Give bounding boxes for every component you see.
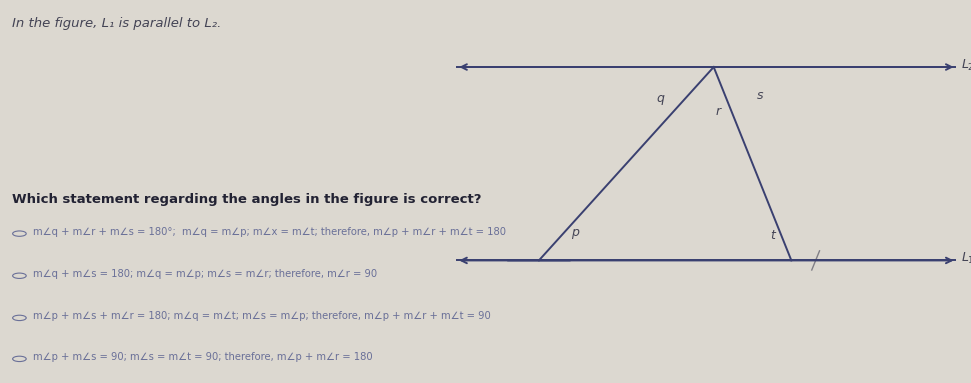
Text: m∠q + m∠s = 180; m∠q = m∠p; m∠s = m∠r; therefore, m∠r = 90: m∠q + m∠s = 180; m∠q = m∠p; m∠s = m∠r; t…: [33, 269, 377, 279]
Text: $q$: $q$: [655, 93, 665, 106]
Text: $L_2$: $L_2$: [961, 57, 971, 73]
Text: m∠p + m∠s + m∠r = 180; m∠q = m∠t; m∠s = m∠p; therefore, m∠p + m∠r + m∠t = 90: m∠p + m∠s + m∠r = 180; m∠q = m∠t; m∠s = …: [33, 311, 490, 321]
Text: $L_1$: $L_1$: [961, 251, 971, 266]
Text: In the figure, L₁ is parallel to L₂.: In the figure, L₁ is parallel to L₂.: [12, 17, 221, 30]
Text: $p$: $p$: [571, 227, 581, 241]
Text: m∠p + m∠s = 90; m∠s = m∠t = 90; therefore, m∠p + m∠r = 180: m∠p + m∠s = 90; m∠s = m∠t = 90; therefor…: [33, 352, 373, 362]
Text: $r$: $r$: [715, 105, 722, 118]
Text: $t$: $t$: [770, 229, 778, 242]
Text: $s$: $s$: [756, 89, 764, 102]
Text: Which statement regarding the angles in the figure is correct?: Which statement regarding the angles in …: [12, 193, 482, 206]
Text: m∠q + m∠r + m∠s = 180°;  m∠q = m∠p; m∠x = m∠t; therefore, m∠p + m∠r + m∠t = 180: m∠q + m∠r + m∠s = 180°; m∠q = m∠p; m∠x =…: [33, 227, 506, 237]
